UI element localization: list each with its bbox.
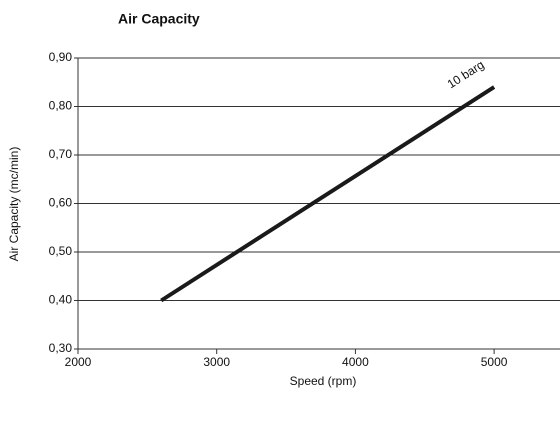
y-tick-label: 0,70 <box>49 147 73 161</box>
y-tick-label: 0,80 <box>49 99 73 113</box>
y-tick-label: 0,90 <box>49 50 73 64</box>
x-tick-label: 4000 <box>342 355 369 369</box>
series-label: 10 barg <box>445 58 487 92</box>
x-tick-label: 5000 <box>481 355 508 369</box>
y-tick-label: 0,40 <box>49 293 73 307</box>
data-line <box>160 85 496 303</box>
y-tick-label: 0,30 <box>49 341 73 355</box>
x-axis-label: Speed (rpm) <box>290 374 357 388</box>
x-tick-label: 3000 <box>203 355 230 369</box>
y-tick-label: 0,60 <box>49 196 73 210</box>
y-axis-label: Air Capacity (mc/min) <box>7 147 21 262</box>
y-tick-label: 0,50 <box>49 244 73 258</box>
chart-title: Air Capacity <box>118 11 200 27</box>
x-tick-label: 2000 <box>65 355 92 369</box>
